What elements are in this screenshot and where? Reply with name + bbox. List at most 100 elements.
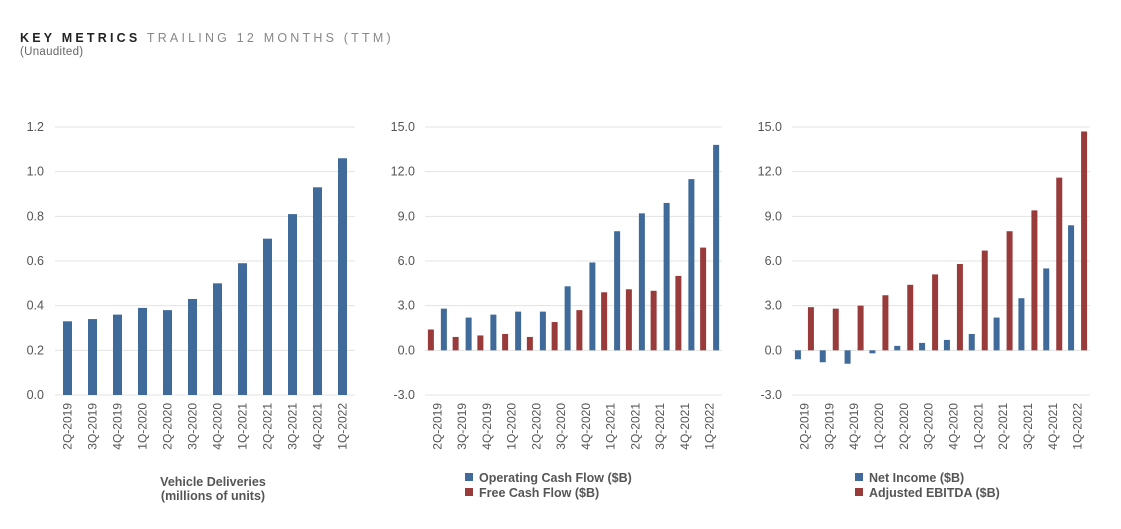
x-tick-label: 3Q-2019 <box>822 403 836 450</box>
y-tick-label: -3.0 <box>393 388 415 402</box>
x-tick-label: 1Q-2020 <box>136 403 150 450</box>
x-tick-label: 4Q-2019 <box>847 403 861 450</box>
y-tick-label: 0.4 <box>27 299 44 313</box>
bar-vehicle-deliveries <box>188 298 197 395</box>
bar-operating-cash-flow-b <box>663 202 670 351</box>
x-tick-label: 4Q-2021 <box>678 403 692 450</box>
y-tick-label: 9.0 <box>765 209 782 223</box>
y-tick-label: 1.2 <box>27 120 44 134</box>
page-title: KEY METRICS <box>20 31 141 45</box>
bar-free-cash-flow-b <box>427 329 434 351</box>
x-tick-label: 1Q-2022 <box>336 403 350 450</box>
x-tick-label: 3Q-2020 <box>922 403 936 450</box>
bar-net-income-b <box>993 317 1000 351</box>
y-tick-label: 3.0 <box>765 299 782 313</box>
y-tick-label: -3.0 <box>760 388 782 402</box>
bar-net-income-b <box>794 350 801 360</box>
bar-free-cash-flow-b <box>526 336 533 351</box>
bar-vehicle-deliveries <box>88 319 97 395</box>
bar-operating-cash-flow-b <box>638 213 645 351</box>
legend-label: Free Cash Flow ($B) <box>479 486 599 500</box>
bar-adjusted-ebitda-b <box>807 307 814 351</box>
x-tick-label: 2Q-2020 <box>529 403 543 450</box>
bar-free-cash-flow-b <box>502 333 509 351</box>
legend-swatch <box>855 488 863 496</box>
chart-caption: (millions of units) <box>161 489 265 503</box>
bar-vehicle-deliveries <box>288 214 297 395</box>
bar-free-cash-flow-b <box>452 336 459 351</box>
bar-net-income-b <box>869 350 876 354</box>
x-tick-label: 3Q-2021 <box>1021 403 1035 450</box>
bar-adjusted-ebitda-b <box>857 305 864 351</box>
bar-free-cash-flow-b <box>551 322 558 351</box>
x-tick-label: 4Q-2020 <box>579 403 593 450</box>
bar-operating-cash-flow-b <box>564 286 571 351</box>
chart-caption: Vehicle Deliveries <box>160 475 266 489</box>
x-tick-label: 1Q-2020 <box>505 403 519 450</box>
x-tick-label: 1Q-2021 <box>971 403 985 450</box>
chart-2: -3.0 0.0 3.0 6.0 9.0 12.0 15.0 2Q-2019 3Q-2019 4Q… <box>391 120 722 500</box>
y-tick-label: 0.8 <box>27 209 44 223</box>
bar-adjusted-ebitda-b <box>1081 131 1088 351</box>
x-tick-label: 2Q-2020 <box>161 403 175 450</box>
legend-swatch <box>465 473 473 481</box>
bar-operating-cash-flow-b <box>713 144 720 351</box>
bar-vehicle-deliveries <box>238 263 247 395</box>
x-tick-label: 4Q-2019 <box>480 403 494 450</box>
chart-3: -3.0 0.0 3.0 6.0 9.0 12.0 15.0 2Q-2019 3Q-2019 4Q… <box>758 120 1090 500</box>
bar-vehicle-deliveries <box>138 307 147 395</box>
y-tick-label: 9.0 <box>398 209 415 223</box>
bar-net-income-b <box>919 342 926 351</box>
legend-swatch <box>855 473 863 481</box>
y-tick-label: 3.0 <box>398 299 415 313</box>
bar-operating-cash-flow-b <box>465 317 472 351</box>
y-tick-label: 0.0 <box>765 343 782 357</box>
bar-adjusted-ebitda-b <box>882 295 889 351</box>
bar-adjusted-ebitda-b <box>956 263 963 351</box>
x-tick-label: 1Q-2021 <box>236 403 250 450</box>
x-tick-label: 2Q-2020 <box>897 403 911 450</box>
x-tick-label: 2Q-2019 <box>61 403 75 450</box>
x-tick-label: 2Q-2019 <box>430 403 444 450</box>
bar-operating-cash-flow-b <box>490 314 497 351</box>
x-tick-label: 1Q-2021 <box>604 403 618 450</box>
y-tick-label: 1.0 <box>27 165 44 179</box>
chart-1: 0.0 0.2 0.4 0.6 0.8 1.0 1.2 2Q-2019 3Q-2019 4Q-20… <box>27 120 355 503</box>
bar-vehicle-deliveries <box>213 283 222 395</box>
x-tick-label: 3Q-2021 <box>286 403 300 450</box>
x-tick-label: 2Q-2021 <box>628 403 642 450</box>
legend-label: Operating Cash Flow ($B) <box>479 471 632 485</box>
bar-net-income-b <box>1018 298 1025 351</box>
x-tick-label: 1Q-2022 <box>703 403 717 450</box>
bar-vehicle-deliveries <box>313 187 322 395</box>
bar-adjusted-ebitda-b <box>981 250 988 351</box>
x-tick-label: 3Q-2019 <box>86 403 100 450</box>
bar-net-income-b <box>894 345 901 351</box>
bar-free-cash-flow-b <box>576 310 583 351</box>
page-header: KEY METRICS TRAILING 12 MONTHS (TTM) (Un… <box>20 31 394 58</box>
bar-net-income-b <box>1043 268 1050 351</box>
bar-free-cash-flow-b <box>700 247 707 351</box>
title-line: KEY METRICS TRAILING 12 MONTHS (TTM) <box>20 31 394 45</box>
page-subtitle: TRAILING 12 MONTHS (TTM) <box>146 31 394 45</box>
bar-free-cash-flow-b <box>675 275 682 351</box>
y-tick-label: 0.2 <box>27 343 44 357</box>
bar-adjusted-ebitda-b <box>932 274 939 351</box>
y-tick-label: 12.0 <box>391 165 415 179</box>
legend-swatch <box>465 488 473 496</box>
bar-adjusted-ebitda-b <box>1031 210 1038 351</box>
bar-operating-cash-flow-b <box>539 311 546 351</box>
bar-net-income-b <box>1068 225 1075 351</box>
x-tick-label: 4Q-2021 <box>1046 403 1060 450</box>
bar-vehicle-deliveries <box>63 321 72 395</box>
bar-free-cash-flow-b <box>625 289 632 351</box>
x-tick-label: 3Q-2020 <box>186 403 200 450</box>
bar-vehicle-deliveries <box>263 238 272 395</box>
bar-operating-cash-flow-b <box>440 308 447 351</box>
bar-free-cash-flow-b <box>601 292 608 351</box>
bar-operating-cash-flow-b <box>614 231 621 351</box>
y-tick-label: 0.0 <box>398 343 415 357</box>
y-tick-label: 0.6 <box>27 254 44 268</box>
unaudited-note: (Unaudited) <box>20 46 84 58</box>
